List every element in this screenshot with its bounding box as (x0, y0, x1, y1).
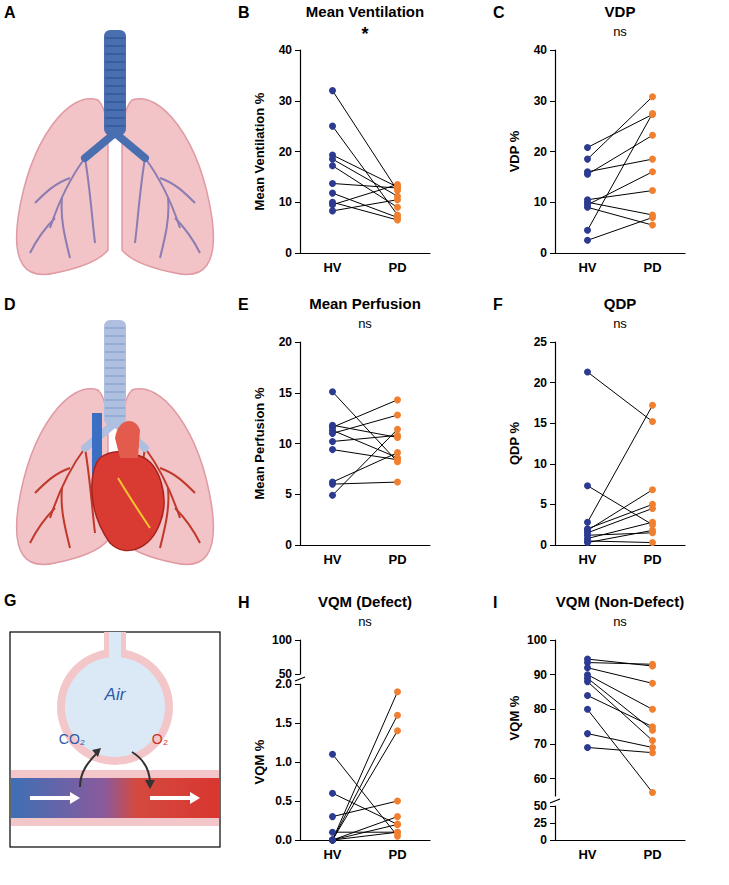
svg-text:F: F (493, 296, 503, 313)
svg-text:PD: PD (643, 552, 661, 567)
svg-text:20: 20 (279, 335, 293, 349)
svg-text:Mean Ventilation: Mean Ventilation (306, 3, 424, 20)
svg-text:70: 70 (534, 737, 548, 751)
svg-text:PD: PD (388, 260, 406, 275)
svg-text:90: 90 (534, 668, 548, 682)
html-text:D: D (4, 296, 16, 313)
svg-text:25: 25 (534, 816, 548, 830)
svg-text:Air: Air (104, 685, 127, 704)
svg-text:60: 60 (534, 772, 548, 786)
svg-text:30: 30 (279, 94, 293, 108)
svg-text:30: 30 (534, 94, 548, 108)
svg-text:HV: HV (323, 260, 341, 275)
svg-text:10: 10 (534, 195, 548, 209)
svg-text:0: 0 (285, 538, 292, 552)
svg-text:PD: PD (643, 260, 661, 275)
svg-text:VQM %: VQM % (507, 695, 522, 740)
svg-text:Mean Perfusion: Mean Perfusion (309, 295, 421, 312)
svg-text:10: 10 (534, 457, 548, 471)
html-text:A: A (4, 4, 16, 21)
svg-text:VQM (Non-Defect): VQM (Non-Defect) (556, 593, 684, 610)
svg-text:100: 100 (272, 633, 292, 647)
svg-text:80: 80 (534, 702, 548, 716)
svg-text:O₂: O₂ (152, 731, 168, 747)
svg-text:VQM %: VQM % (252, 739, 267, 784)
svg-text:ns: ns (613, 316, 627, 331)
svg-text:10: 10 (279, 437, 293, 451)
svg-text:40: 40 (534, 43, 548, 57)
svg-text:15: 15 (534, 416, 548, 430)
svg-text:HV: HV (578, 552, 596, 567)
svg-text:VDP %: VDP % (507, 130, 522, 172)
svg-text:HV: HV (323, 552, 341, 567)
svg-text:VQM (Defect): VQM (Defect) (318, 593, 412, 610)
svg-text:*: * (361, 24, 368, 44)
svg-text:Mean Ventilation %: Mean Ventilation % (252, 92, 267, 210)
svg-text:15: 15 (279, 386, 293, 400)
svg-text:Mean Perfusion %: Mean Perfusion % (252, 387, 267, 499)
svg-text:CO₂: CO₂ (59, 731, 85, 747)
svg-text:0.0: 0.0 (275, 833, 292, 847)
svg-text:5: 5 (285, 487, 292, 501)
svg-text:ns: ns (358, 316, 372, 331)
svg-text:I: I (493, 594, 497, 611)
svg-text:QDP %: QDP % (507, 422, 522, 466)
svg-text:0: 0 (540, 833, 547, 847)
svg-text:QDP: QDP (604, 295, 637, 312)
svg-text:2.0: 2.0 (275, 677, 292, 691)
svg-text:100: 100 (527, 633, 547, 647)
svg-text:E: E (238, 296, 249, 313)
svg-text:C: C (493, 4, 505, 21)
svg-text:25: 25 (534, 335, 548, 349)
svg-text:20: 20 (279, 145, 293, 159)
svg-text:H: H (238, 594, 250, 611)
svg-text:PD: PD (388, 847, 406, 862)
svg-text:HV: HV (578, 847, 596, 862)
svg-text:1.5: 1.5 (275, 716, 292, 730)
svg-text:0: 0 (285, 246, 292, 260)
svg-text:HV: HV (323, 847, 341, 862)
svg-text:20: 20 (534, 145, 548, 159)
svg-text:ns: ns (613, 24, 627, 39)
svg-text:50: 50 (279, 667, 293, 681)
svg-text:HV: HV (578, 260, 596, 275)
html-text:G: G (4, 592, 17, 609)
svg-text:PD: PD (388, 552, 406, 567)
svg-text:0: 0 (540, 538, 547, 552)
svg-text:40: 40 (279, 43, 293, 57)
svg-text:0: 0 (540, 246, 547, 260)
svg-text:ns: ns (358, 614, 372, 629)
svg-text:VDP: VDP (605, 3, 636, 20)
svg-text:B: B (238, 4, 250, 21)
svg-text:5: 5 (540, 497, 547, 511)
svg-text:ns: ns (613, 614, 627, 629)
svg-text:1.0: 1.0 (275, 755, 292, 769)
svg-text:20: 20 (534, 376, 548, 390)
svg-text:PD: PD (643, 847, 661, 862)
svg-text:50: 50 (534, 799, 548, 813)
svg-text:10: 10 (279, 195, 293, 209)
svg-text:0.5: 0.5 (275, 794, 292, 808)
